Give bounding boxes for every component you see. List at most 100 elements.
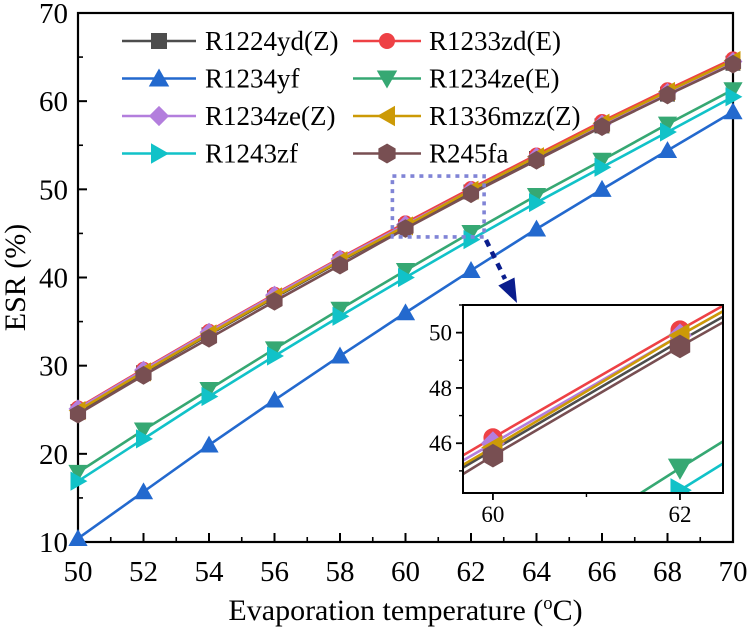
- data-point-marker: [70, 471, 88, 491]
- legend-marker: [148, 105, 170, 127]
- y-tick-label: 30: [39, 351, 68, 383]
- data-point-marker: [397, 219, 414, 238]
- legend-item-r1234zez: R1234ze(Z): [122, 101, 335, 131]
- data-point-marker: [529, 192, 546, 213]
- data-point-marker: [593, 117, 611, 137]
- data-point-marker: [594, 157, 612, 177]
- series-r245fa: [69, 54, 742, 424]
- data-point-marker: [669, 334, 691, 359]
- axis-ticks: 50 52 54 56 58 60 62 64 66 68 70 10 20 30 40 50 60 70: [39, 0, 748, 588]
- data-point-marker: [592, 179, 612, 197]
- data-point-marker: [133, 422, 154, 440]
- x-axis-label: Evaporation temperature (oC): [228, 593, 582, 627]
- inset-y-tick-label: 48: [429, 376, 452, 401]
- legend-label: R1224yd(Z): [205, 26, 338, 56]
- x-tick-label: 60: [391, 556, 420, 588]
- data-point-marker: [725, 87, 743, 107]
- legend-label: R1234ze(Z): [205, 101, 335, 131]
- series-r1234zee: [638, 439, 723, 493]
- legend-item-r1234yf: R1234yf: [122, 64, 300, 94]
- x-tick-label: 64: [522, 556, 552, 588]
- legend-marker: [151, 33, 167, 49]
- legend-marker: [148, 68, 170, 87]
- series-r1243zf: [670, 462, 723, 493]
- series-r1243zf: [70, 87, 743, 491]
- data-point-marker: [482, 443, 504, 468]
- legend-marker: [376, 105, 395, 127]
- x-tick-label: 62: [457, 556, 486, 588]
- data-point-marker: [136, 429, 153, 449]
- x-tick-label: 54: [195, 556, 225, 588]
- data-point-marker: [660, 122, 677, 142]
- data-point-marker: [266, 291, 283, 311]
- data-point-marker: [659, 85, 676, 105]
- main-series: [68, 51, 743, 546]
- data-point-marker: [332, 306, 350, 326]
- data-point-marker: [462, 184, 480, 204]
- inset-y-tick-label: 50: [429, 321, 452, 346]
- y-tick-label: 20: [39, 439, 68, 471]
- legend-marker: [151, 143, 170, 164]
- data-point-marker: [68, 529, 88, 546]
- data-point-marker: [395, 303, 416, 321]
- legend-label: R245fa: [429, 139, 509, 169]
- x-tick-label: 66: [588, 556, 617, 588]
- zoom-arrow-head: [498, 277, 517, 303]
- data-point-marker: [528, 150, 545, 170]
- data-point-marker: [68, 464, 88, 482]
- data-point-marker: [199, 435, 219, 453]
- zoom-arrow-icon: [483, 239, 517, 303]
- legend-label: R1233zd(E): [429, 26, 561, 56]
- legend-marker: [378, 33, 396, 49]
- data-point-marker: [657, 141, 678, 159]
- data-point-marker: [723, 102, 743, 120]
- legend-item-r1243zf: R1243zf: [122, 139, 298, 169]
- x-tick-label: 58: [326, 556, 355, 588]
- legend-item-r1336mzzz: R1336mzz(Z): [353, 101, 580, 131]
- legend-label: R1234ze(E): [429, 64, 559, 94]
- data-point-marker: [526, 219, 547, 237]
- data-point-marker: [331, 255, 349, 275]
- x-tick-label: 50: [64, 556, 93, 588]
- legend-marker: [376, 70, 398, 89]
- inset-x-tick-label: 62: [668, 502, 691, 527]
- data-point-marker: [724, 54, 742, 74]
- data-point-marker: [667, 458, 693, 480]
- legend-marker: [378, 143, 396, 164]
- zoom-region-box: [390, 174, 486, 239]
- series-r1234zee: [68, 82, 743, 482]
- data-point-marker: [330, 346, 350, 364]
- y-tick-label: 70: [39, 0, 68, 30]
- x-tick-label: 68: [653, 556, 682, 588]
- data-point-marker: [670, 478, 692, 493]
- data-point-marker: [264, 390, 285, 408]
- x-tick-label: 56: [260, 556, 289, 588]
- inset-x-tick-label: 60: [481, 502, 504, 527]
- data-point-marker: [267, 346, 284, 366]
- data-point-marker: [133, 482, 154, 500]
- y-axis-label: ESR (%): [0, 224, 32, 332]
- y-tick-label: 50: [39, 174, 68, 206]
- data-point-marker: [69, 404, 87, 424]
- y-tick-label: 10: [39, 527, 68, 559]
- data-point-marker: [201, 386, 219, 407]
- inset-frame: [462, 304, 724, 494]
- legend-label: R1243zf: [205, 139, 298, 169]
- data-point-marker: [398, 267, 415, 288]
- legend-item-r245fa: R245fa: [353, 139, 509, 169]
- data-point-marker: [135, 366, 152, 385]
- y-tick-label: 40: [39, 263, 68, 295]
- x-tick-label: 52: [129, 556, 158, 588]
- data-point-marker: [461, 261, 481, 278]
- legend: R1224yd(Z) R1233zd(E) R1234yf R1234ze(E) R12…: [122, 26, 580, 169]
- x-tick-label: 70: [719, 556, 748, 588]
- data-point-marker: [200, 329, 218, 348]
- legend-item-r1224ydz: R1224yd(Z): [122, 26, 338, 56]
- legend-item-r1234zee: R1234ze(E): [353, 64, 559, 94]
- series-r1234yf: [68, 102, 743, 546]
- legend-item-r1233zde: R1233zd(E): [353, 26, 561, 56]
